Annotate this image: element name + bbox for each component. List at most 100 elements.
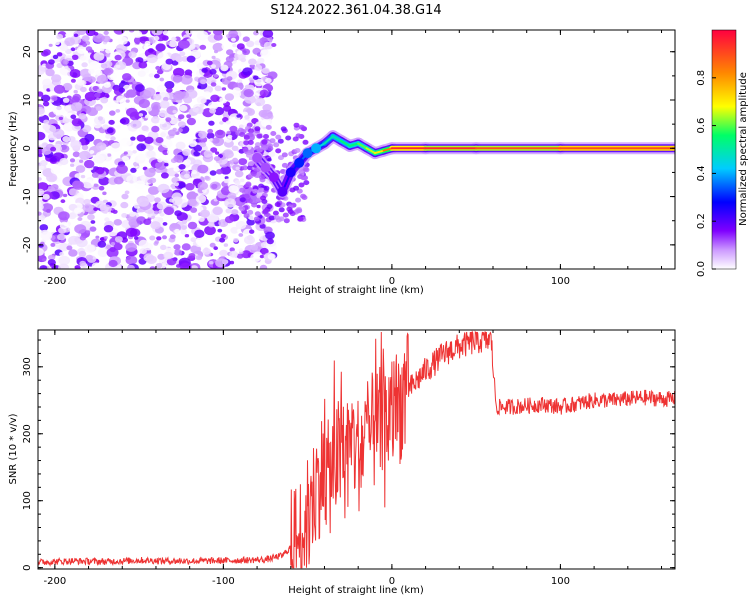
noise-speck [46,173,58,183]
noise-speck [300,175,307,181]
noise-speck [86,230,91,234]
spectrogram-frame [37,29,676,270]
noise-speck [259,89,269,97]
noise-speck [199,103,205,108]
colorbar-label: Normalized spectral amplitude [738,72,749,226]
noise-speck [184,173,190,179]
noise-speck [242,147,249,153]
noise-speck [172,109,177,114]
y-tick-label: 300 [22,357,33,376]
noise-speck [266,204,273,210]
noise-speck [96,88,103,94]
noise-speck [173,249,183,256]
noise-speck [186,55,196,63]
noise-speck [145,106,152,112]
noise-speck [211,183,218,189]
noise-speck [73,33,79,38]
noise-speck [156,69,164,75]
y-tick-label: 0 [22,564,33,570]
noise-speck [224,93,235,101]
noise-speck [178,39,190,49]
noise-speck [93,154,105,164]
noise-speck [177,128,183,133]
noise-speck [88,61,100,71]
noise-speck [282,212,289,218]
noise-speck [236,114,241,118]
noise-speck [208,120,215,126]
noise-speck [214,50,218,54]
noise-speck [191,169,198,175]
noise-speck [236,253,244,259]
y-tick-label: -20 [22,237,33,253]
y-tick-label: -10 [22,188,33,204]
noise-speck [204,225,216,236]
noise-speck [121,213,128,218]
noise-speck [209,108,217,114]
noise-speck [157,52,169,62]
noise-speck [93,31,99,36]
ridge-blob [260,162,271,173]
noise-speck [52,106,65,116]
noise-speck [238,158,248,166]
noise-speck [102,124,109,130]
ridge-blob [285,167,296,178]
noise-speck [154,197,161,203]
noise-speck [82,42,88,47]
noise-speck [225,56,234,63]
noise-speck [223,179,229,184]
noise-speck [100,63,108,69]
noise-speck [217,228,223,233]
noise-speck [177,182,186,189]
noise-speck [66,245,73,251]
noise-speck [280,126,287,132]
noise-speck [108,119,115,125]
noise-speck [100,47,105,52]
noise-speck [84,159,95,169]
noise-speck [106,211,113,217]
noise-speck [287,209,294,215]
y-tick-label: 100 [22,491,33,510]
noise-speck [82,124,92,133]
noise-speck [229,250,238,258]
noise-speck [236,43,245,50]
noise-speck [238,233,244,237]
noise-speck [240,178,245,183]
noise-speck [157,158,163,163]
noise-speck [103,67,114,76]
noise-speck [130,136,136,141]
noise-speck [210,64,217,69]
noise-speck [253,75,259,80]
noise-speck [213,162,220,168]
noise-speck [162,222,168,226]
noise-speck [154,240,159,244]
noise-speck [157,253,166,260]
noise-speck [256,133,263,139]
noise-speck [196,30,209,41]
noise-speck [252,188,259,194]
noise-speck [213,156,221,162]
noise-speck [164,162,169,167]
noise-speck [42,101,50,107]
noise-speck [60,199,66,204]
noise-speck [126,107,138,117]
noise-speck [79,68,91,78]
noise-speck [245,182,252,188]
noise-speck [163,206,174,216]
noise-speck [93,52,105,61]
noise-speck [78,113,87,120]
noise-speck [243,193,250,199]
noise-speck [112,209,118,214]
noise-speck [171,36,177,42]
noise-speck [113,176,124,185]
noise-speck [153,35,160,41]
noise-speck [72,151,80,158]
noise-speck [125,255,138,265]
noise-speck [64,65,69,70]
noise-speck [281,152,288,158]
noise-speck [254,64,263,71]
noise-speck [239,197,246,203]
spectrogram-y-ticks: -20 -10 0 10 20 [22,45,675,270]
ridge-blob [277,186,288,197]
noise-speck [261,199,268,204]
noise-speck [136,134,146,142]
